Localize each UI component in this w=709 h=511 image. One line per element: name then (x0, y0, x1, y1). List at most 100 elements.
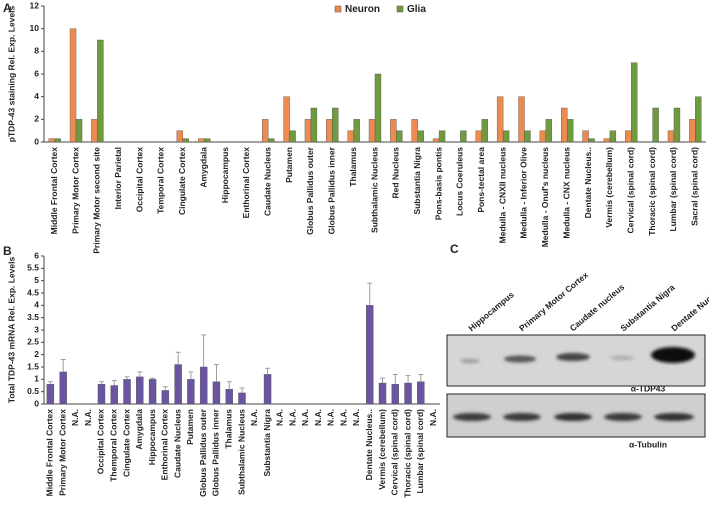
y-tick-label: 5.5 (27, 263, 39, 273)
bar (390, 119, 397, 143)
y-tick-label: 5 (34, 275, 39, 285)
x-tick-label: Locus Coeruleus (455, 147, 465, 216)
x-tick-label: Occipital Cortex (96, 409, 106, 474)
x-tick-label: Occipital Cortex (134, 147, 144, 212)
y-tick-label: 4 (34, 91, 39, 101)
bar (545, 119, 553, 143)
x-tick-label: Primary Motor second site (92, 147, 102, 254)
x-tick-label: Interior Parietal (113, 147, 123, 209)
x-tick-label: Primary Motor Cortex (70, 147, 80, 234)
band (460, 359, 480, 363)
y-tick-label: 1 (34, 374, 39, 384)
bar (561, 107, 568, 143)
x-tick-label: Medulla - Inferior Olive (519, 147, 529, 239)
bar (326, 119, 333, 143)
y-tick-label: 4.5 (27, 287, 39, 297)
x-tick-label: N.A. (275, 409, 285, 426)
lane-label: Hippocampus (466, 289, 516, 333)
bar (475, 130, 482, 143)
x-tick-label: Themporal Cortex (109, 409, 119, 482)
y-axis-label: Total TDP-43 mRNA Rel. Exp. Levels (6, 257, 16, 404)
bar (110, 385, 118, 405)
band (554, 413, 592, 421)
bar (368, 119, 376, 143)
x-tick-label: Cervical (spinal cord) (390, 409, 400, 496)
x-tick-label: Pons-basis pontis (433, 147, 443, 220)
y-tick-label: 0 (34, 398, 39, 408)
bar (187, 379, 195, 405)
band (651, 347, 695, 363)
x-tick-label: Temporal Cortex (156, 147, 166, 214)
y-tick-label: 8 (34, 46, 39, 56)
bar (268, 138, 275, 143)
bar (347, 130, 354, 143)
bar (304, 119, 312, 143)
panel-letter: A (3, 1, 12, 15)
legend-label: Glia (407, 4, 426, 15)
x-tick-label: N.A. (249, 409, 259, 426)
bar (332, 107, 339, 143)
bar (97, 39, 104, 143)
bar (176, 130, 184, 143)
x-tick-label: Enthorinal Cortex (241, 147, 251, 219)
x-tick-label: Middle Frontal Cortex (49, 147, 59, 235)
bar (417, 130, 424, 143)
bar (182, 138, 189, 143)
x-tick-label: Cervical (spinal cord) (626, 147, 636, 234)
x-tick-label: Thoracic (spinal cord) (402, 409, 412, 498)
x-tick-label: Sacral (spinal cord) (690, 147, 700, 226)
band (556, 353, 590, 361)
x-tick-label: Putamen (284, 147, 294, 183)
bar (54, 138, 61, 143)
bar (123, 379, 131, 405)
bar (212, 381, 221, 405)
x-tick-label: Thoracic (spinal cord) (647, 147, 657, 236)
x-tick-label: Putamen (185, 409, 195, 445)
x-tick-label: N.A. (287, 409, 297, 426)
x-tick-label: Dentate Nucleus.. (583, 147, 593, 218)
bar (603, 138, 611, 143)
x-tick-label: N.A. (83, 409, 93, 426)
bar (225, 389, 233, 405)
x-tick-label: Medulla - CNXII nucleus (497, 147, 507, 244)
x-tick-label: N.A. (338, 409, 348, 426)
bar (378, 382, 387, 405)
x-tick-label: Middle Frontal Cortex (45, 409, 55, 497)
bar (689, 119, 696, 143)
y-tick-label: 2 (34, 349, 39, 359)
x-tick-label: Lumbar (spinal cord) (415, 409, 425, 494)
bar (59, 371, 67, 405)
band (604, 413, 642, 421)
bar (695, 96, 702, 143)
bar (524, 130, 531, 143)
bar (404, 382, 412, 405)
x-tick-label: Hippocampus (220, 147, 230, 203)
x-tick-label: Amygdala (198, 147, 208, 188)
bar (262, 119, 269, 143)
x-tick-label: Dentate Nucleus.. (364, 409, 374, 480)
bar (396, 130, 403, 143)
y-tick-label: 2.5 (27, 337, 39, 347)
bar (174, 364, 182, 405)
legend-swatch (396, 5, 404, 13)
x-tick-label: Thalamus (348, 147, 358, 187)
bar (438, 130, 446, 143)
bar (161, 390, 170, 405)
y-tick-label: 2 (34, 114, 39, 124)
bar (136, 376, 144, 405)
bar (374, 73, 382, 143)
bar (588, 138, 595, 143)
legend-swatch (334, 5, 342, 13)
y-tick-label: 6 (34, 68, 39, 78)
x-tick-label: Enthorinal Cortex (160, 409, 170, 481)
bar (197, 138, 205, 143)
x-tick-label: Medulla - Onuf's nucleus (540, 147, 550, 248)
bar (631, 62, 638, 143)
bar (539, 130, 547, 143)
bar (238, 392, 246, 405)
x-tick-label: Vermis (cerebellum) (377, 409, 387, 490)
x-tick-label: Pons-tectal area (476, 147, 486, 213)
x-tick-label: Subthalamic Nucleus (369, 147, 379, 233)
bar (609, 130, 617, 143)
